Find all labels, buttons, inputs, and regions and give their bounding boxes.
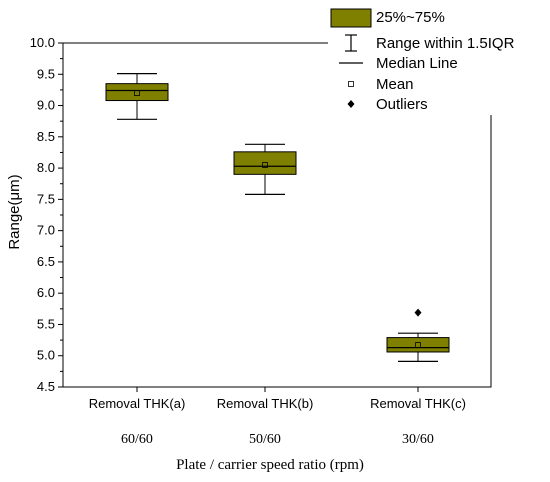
y-tick-label: 7.0	[37, 223, 55, 238]
speed-ratio-label: 30/60	[402, 432, 434, 447]
y-tick-label: 10.0	[30, 35, 55, 50]
y-tick-label: 8.5	[37, 129, 55, 144]
y-tick-label: 9.5	[37, 66, 55, 81]
legend-label: Outliers	[376, 96, 428, 113]
y-tick-label: 9.0	[37, 98, 55, 113]
mean-marker	[262, 162, 268, 168]
plot-area: 4.5 5.0 5.5 6.0 6.5 7.0 7.5 8.0 8.5 9.0 9.5 10.0 Rem…	[30, 35, 492, 447]
mean-marker	[134, 90, 140, 96]
y-tick-label: 8.0	[37, 160, 55, 175]
mean-marker	[415, 342, 421, 348]
legend-label: Median Line	[376, 55, 458, 72]
y-axis-label: Range(μm)	[6, 174, 23, 249]
legend-outlier-swatch	[347, 100, 355, 108]
legend-label: Range within 1.5IQR	[376, 35, 515, 52]
box-iqr	[386, 337, 450, 353]
x-axis-label: Plate / carrier speed ratio (rpm)	[176, 457, 364, 473]
y-tick-label: 7.5	[37, 191, 55, 206]
box-group	[105, 73, 169, 120]
x-tick-label: Removal THK(c)	[370, 396, 466, 411]
box-iqr	[105, 83, 169, 102]
speed-ratio-label: 60/60	[121, 432, 153, 447]
box-group	[386, 308, 450, 362]
speed-ratio-label: 50/60	[249, 432, 281, 447]
legend-label: Mean	[376, 76, 414, 93]
y-tick-label: 6.0	[37, 285, 55, 300]
outlier-marker	[414, 308, 422, 317]
x-tick-label: Removal THK(b)	[217, 396, 314, 411]
x-tick-label: Removal THK(a)	[89, 396, 186, 411]
y-tick-label: 4.5	[37, 379, 55, 394]
y-tick-label: 5.0	[37, 348, 55, 363]
legend-mean-swatch	[348, 81, 354, 87]
legend-box-swatch	[330, 8, 372, 28]
y-tick-label: 5.5	[37, 316, 55, 331]
legend-label: 25%~75%	[376, 9, 445, 26]
legend: 25%~75% Range within 1.5IQR Median Line Mea…	[328, 7, 541, 115]
box-iqr	[233, 151, 297, 175]
box-group	[233, 143, 297, 195]
y-tick-label: 6.5	[37, 254, 55, 269]
